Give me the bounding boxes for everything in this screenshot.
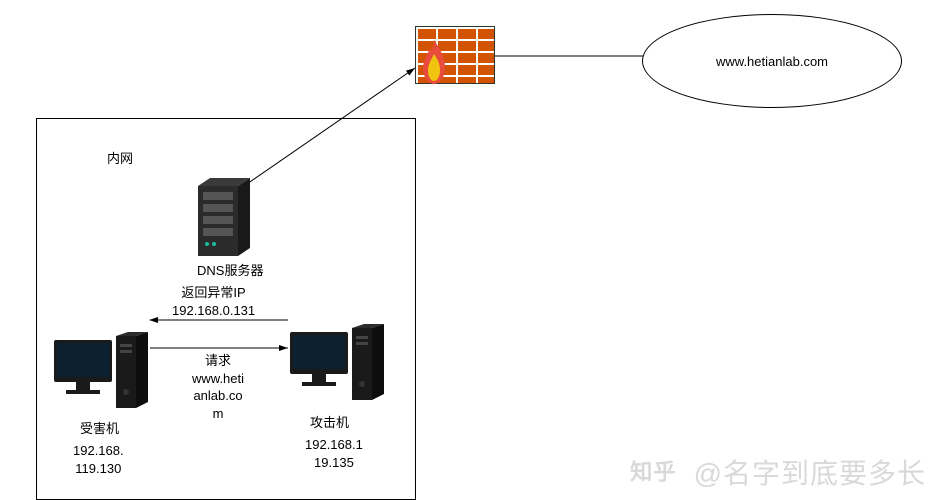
external-host-ellipse: www.hetianlab.com bbox=[642, 14, 902, 108]
attacker-pc-label: 攻击机 bbox=[310, 414, 349, 432]
attacker-pc-ip: 192.168.1 19.135 bbox=[305, 436, 363, 471]
intranet-label: 内网 bbox=[107, 148, 133, 167]
victim-pc-ip: 192.168. 119.130 bbox=[73, 442, 124, 477]
edge-response-label: 返回异常IP 192.168.0.131 bbox=[172, 284, 255, 319]
diagram-canvas: 内网 www.hetianlab.com DNS服务器 bbox=[0, 0, 938, 500]
watermark: 知乎 @名字到底要多长 bbox=[630, 452, 926, 492]
zhihu-logo-icon: 知乎 bbox=[630, 458, 686, 486]
dns-server-label: DNS服务器 bbox=[197, 262, 263, 280]
dns-server-icon bbox=[198, 178, 250, 256]
watermark-text: @名字到底要多长 bbox=[694, 452, 926, 492]
victim-pc-label: 受害机 bbox=[80, 420, 119, 438]
victim-pc-icon bbox=[52, 332, 152, 412]
attacker-pc-icon bbox=[288, 324, 388, 404]
external-host-label: www.hetianlab.com bbox=[716, 54, 828, 69]
firewall-icon bbox=[415, 26, 495, 84]
svg-text:知乎: 知乎 bbox=[630, 458, 677, 484]
edge-request-label: 请求 www.heti anlab.co m bbox=[192, 352, 244, 422]
